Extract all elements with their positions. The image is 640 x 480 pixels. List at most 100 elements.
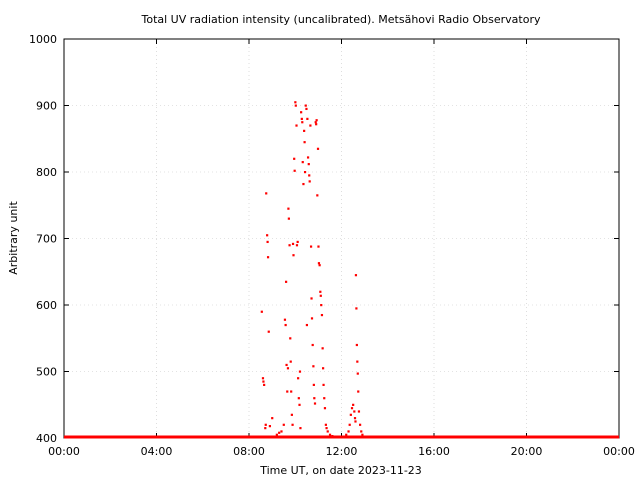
data-point bbox=[286, 367, 290, 370]
x-axis-label: Time UT, on date 2023-11-23 bbox=[259, 464, 422, 477]
x-tick-label: 00:00 bbox=[48, 445, 80, 458]
data-point bbox=[266, 256, 270, 259]
data-point bbox=[284, 323, 287, 327]
y-tick-label: 1000 bbox=[29, 33, 57, 46]
x-tick-label: 16:00 bbox=[418, 445, 450, 458]
data-point bbox=[335, 435, 339, 438]
data-points bbox=[260, 101, 364, 438]
data-point bbox=[283, 318, 287, 321]
data-point bbox=[326, 430, 329, 433]
y-tick-labels: 400 500 600 700 800 900 1000 bbox=[29, 33, 57, 445]
data-point bbox=[349, 413, 352, 416]
data-point bbox=[300, 111, 303, 114]
data-point bbox=[311, 343, 314, 347]
data-point bbox=[303, 141, 306, 144]
data-point bbox=[309, 124, 312, 127]
data-point bbox=[357, 410, 361, 413]
data-point bbox=[303, 171, 307, 174]
data-point bbox=[301, 161, 304, 164]
data-point bbox=[265, 192, 268, 195]
data-point bbox=[300, 117, 303, 120]
data-point bbox=[319, 294, 322, 297]
data-point bbox=[316, 194, 319, 197]
data-point bbox=[323, 397, 326, 400]
data-point bbox=[264, 423, 267, 426]
data-point bbox=[313, 402, 317, 405]
data-point bbox=[324, 423, 327, 426]
data-point bbox=[308, 180, 311, 183]
data-point bbox=[295, 124, 298, 127]
data-point bbox=[309, 245, 313, 248]
data-point bbox=[356, 372, 359, 375]
y-tick-label: 800 bbox=[36, 166, 57, 179]
y-tick-label: 600 bbox=[36, 299, 57, 312]
data-point bbox=[345, 433, 348, 436]
x-tick-label: 12:00 bbox=[326, 445, 358, 458]
y-tick-label: 700 bbox=[36, 233, 57, 246]
data-point bbox=[275, 433, 278, 436]
data-point bbox=[356, 360, 359, 363]
data-point bbox=[306, 117, 309, 120]
x-tick-labels: 00:00 04:00 08:00 12:00 16:00 20:00 00:00 bbox=[48, 445, 635, 458]
data-point bbox=[266, 240, 269, 244]
x-tick-label: 04:00 bbox=[141, 445, 173, 458]
x-tick-label: 20:00 bbox=[511, 445, 543, 458]
data-point bbox=[288, 244, 291, 247]
data-point bbox=[295, 244, 299, 247]
data-point bbox=[285, 280, 288, 283]
data-point bbox=[297, 377, 300, 380]
data-point bbox=[354, 420, 357, 423]
data-point bbox=[298, 370, 302, 373]
y-axis-label: Arbitrary unit bbox=[7, 201, 20, 275]
data-point bbox=[268, 425, 272, 428]
data-point bbox=[291, 242, 295, 246]
data-point bbox=[322, 383, 325, 386]
data-point bbox=[301, 121, 304, 124]
data-point bbox=[267, 330, 270, 333]
data-point bbox=[306, 156, 310, 159]
data-point bbox=[303, 129, 306, 132]
data-point bbox=[261, 377, 265, 380]
data-point bbox=[287, 217, 290, 220]
data-point bbox=[313, 397, 316, 400]
data-point bbox=[282, 423, 285, 426]
data-point bbox=[278, 431, 281, 434]
data-point bbox=[353, 410, 356, 413]
data-point bbox=[297, 397, 300, 400]
data-point bbox=[328, 433, 332, 436]
data-point bbox=[294, 104, 297, 107]
data-point bbox=[298, 403, 301, 406]
data-point bbox=[359, 423, 362, 426]
data-point bbox=[331, 435, 334, 438]
data-point bbox=[340, 435, 343, 438]
data-point bbox=[294, 101, 297, 104]
y-tick-label: 400 bbox=[36, 432, 57, 445]
data-point bbox=[312, 383, 315, 386]
grid-lines bbox=[64, 39, 619, 438]
data-point bbox=[262, 380, 265, 383]
data-point bbox=[289, 337, 292, 340]
data-point bbox=[361, 433, 364, 436]
x-tick-label: 00:00 bbox=[603, 445, 635, 458]
data-point bbox=[291, 423, 294, 426]
data-point bbox=[316, 147, 320, 150]
data-point bbox=[286, 390, 289, 393]
data-point bbox=[321, 347, 324, 350]
data-point bbox=[271, 417, 274, 420]
data-point bbox=[293, 169, 296, 172]
data-point bbox=[308, 174, 311, 177]
data-point bbox=[315, 119, 318, 122]
data-point bbox=[323, 407, 327, 410]
data-point bbox=[287, 207, 290, 210]
data-point bbox=[355, 343, 358, 347]
data-point bbox=[290, 390, 293, 393]
data-point bbox=[312, 365, 315, 368]
chart-title: Total UV radiation intensity (uncalibrat… bbox=[141, 13, 541, 26]
data-point bbox=[350, 407, 354, 410]
data-point bbox=[310, 297, 313, 300]
y-tick-label: 500 bbox=[36, 366, 57, 379]
data-point bbox=[325, 427, 328, 430]
data-point bbox=[353, 417, 357, 420]
data-point bbox=[302, 182, 305, 186]
data-point bbox=[305, 107, 308, 111]
